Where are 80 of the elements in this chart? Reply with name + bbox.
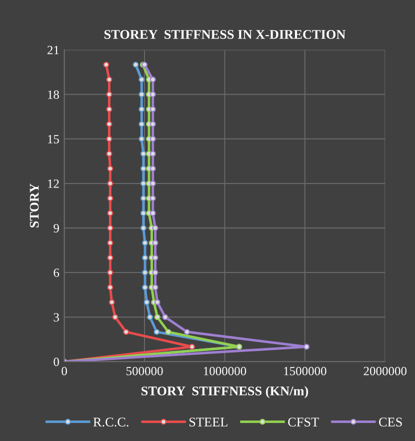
legend-label: CES <box>379 418 402 427</box>
point <box>138 76 145 83</box>
point <box>142 284 148 290</box>
point <box>184 328 190 335</box>
point <box>144 299 150 306</box>
point <box>165 328 172 335</box>
point <box>140 225 146 231</box>
legend-label: STEEL <box>190 418 228 427</box>
point <box>140 210 146 216</box>
point <box>150 150 156 157</box>
point <box>150 166 156 172</box>
point <box>162 314 168 320</box>
point <box>112 314 118 320</box>
point <box>107 240 114 246</box>
point <box>107 254 114 261</box>
y-tick-label: 18 <box>48 90 59 99</box>
y-tick-label: 21 <box>48 46 59 54</box>
x-tick-label: 1500000 <box>284 366 326 376</box>
point <box>123 328 130 335</box>
point <box>146 314 153 320</box>
y-axis-title: STORY <box>30 184 39 228</box>
point <box>150 210 156 216</box>
legend-label: R.C.C. <box>93 418 128 427</box>
point <box>138 121 145 128</box>
point <box>142 240 148 246</box>
point <box>154 314 160 320</box>
x-tick-label: 500000 <box>126 366 163 376</box>
point <box>189 344 195 350</box>
point <box>150 195 156 202</box>
point <box>140 180 146 186</box>
point <box>140 195 146 202</box>
point <box>138 136 145 142</box>
point <box>132 62 139 68</box>
point <box>152 270 158 276</box>
point <box>150 121 156 128</box>
point <box>152 240 158 246</box>
point <box>107 166 114 172</box>
point <box>108 299 115 306</box>
x-tick-label: 1000000 <box>204 366 246 376</box>
point <box>150 76 156 83</box>
chart-title: STOREY STIFFNESS IN X-DIRECTION <box>104 30 346 39</box>
point <box>107 284 114 290</box>
y-tick-label: 6 <box>54 268 60 277</box>
point <box>138 91 145 98</box>
point <box>142 270 148 276</box>
point <box>106 121 112 128</box>
point <box>150 91 156 98</box>
y-tick-label: 3 <box>54 313 59 322</box>
point <box>107 195 114 202</box>
point <box>106 76 112 83</box>
point <box>106 91 112 98</box>
x-axis-title: STORY STIFFNESS (KN/m) <box>142 386 308 398</box>
point <box>152 284 158 290</box>
point <box>150 106 156 112</box>
point <box>107 180 114 186</box>
point <box>107 210 114 216</box>
point <box>154 299 160 306</box>
point <box>140 166 146 172</box>
point <box>140 150 146 157</box>
point <box>107 270 114 276</box>
point <box>103 62 110 68</box>
point <box>107 225 114 231</box>
point <box>142 254 148 261</box>
x-tick-label: 2000000 <box>364 366 407 376</box>
point <box>138 106 145 112</box>
legend-label: CFST <box>288 418 319 427</box>
y-tick-label: 9 <box>54 224 59 232</box>
point <box>152 254 158 261</box>
y-tick-label: 15 <box>48 135 59 144</box>
point <box>152 225 158 231</box>
y-tick-label: 0 <box>54 358 59 366</box>
point <box>150 136 156 142</box>
point <box>106 136 112 142</box>
y-tick-label: 12 <box>48 180 59 188</box>
point <box>106 150 112 157</box>
point <box>304 344 310 350</box>
point <box>154 328 160 335</box>
point <box>106 106 112 112</box>
point <box>150 180 156 186</box>
x-tick-label: 0 <box>62 366 67 376</box>
